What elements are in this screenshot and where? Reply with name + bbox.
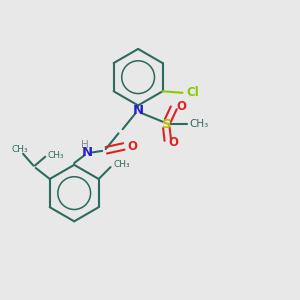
Text: N: N (82, 146, 93, 159)
Text: N: N (133, 104, 144, 117)
Text: CH₃: CH₃ (113, 160, 130, 169)
Text: H: H (81, 140, 88, 150)
Text: CH₃: CH₃ (12, 146, 28, 154)
Text: S: S (161, 118, 171, 130)
Text: O: O (176, 100, 186, 112)
Text: CH₃: CH₃ (190, 119, 209, 129)
Text: CH₃: CH₃ (48, 151, 64, 160)
Text: O: O (169, 136, 179, 149)
Text: Cl: Cl (186, 86, 199, 99)
Text: O: O (128, 140, 137, 153)
